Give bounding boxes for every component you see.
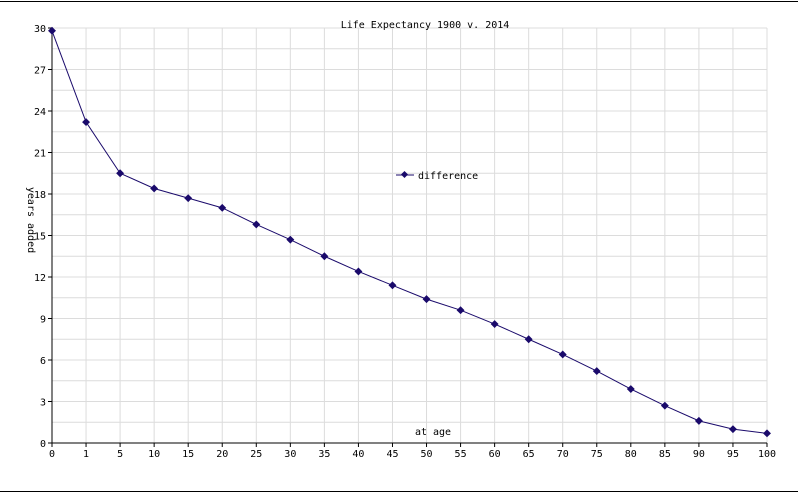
- x-tick-label: 45: [386, 449, 398, 460]
- legend: difference: [396, 170, 478, 182]
- axes: [48, 27, 768, 447]
- x-tick-label: 5: [117, 449, 123, 460]
- bottom-border: [0, 491, 798, 492]
- data-point: [660, 401, 669, 410]
- y-tick-label: 9: [40, 315, 46, 326]
- data-point: [116, 169, 125, 178]
- y-tick-label: 18: [34, 190, 46, 201]
- y-tick-label: 21: [34, 149, 46, 160]
- series-line: [51, 30, 768, 434]
- y-tick-label: 3: [40, 398, 46, 409]
- data-point: [320, 252, 329, 261]
- data-point: [524, 335, 533, 344]
- y-tick-label: 12: [34, 273, 46, 284]
- y-axis-label: years added: [25, 187, 36, 253]
- y-tick-label: 27: [34, 66, 46, 77]
- y-tick-label: 30: [34, 24, 46, 35]
- data-point: [763, 429, 771, 438]
- legend-label: difference: [418, 171, 478, 182]
- x-tick-label: 50: [421, 449, 433, 460]
- x-tick-label: 70: [557, 449, 569, 460]
- data-point: [218, 203, 227, 212]
- data-point: [286, 235, 295, 244]
- y-tick-label: 6: [40, 356, 46, 367]
- top-border: [0, 1, 798, 2]
- data-point: [184, 194, 193, 203]
- chart-title: Life Expectancy 1900 v. 2014: [341, 20, 510, 31]
- y-tick-label: 24: [34, 107, 46, 118]
- x-tick-label: 100: [758, 449, 776, 460]
- x-tick-label: 40: [352, 449, 364, 460]
- x-tick-label: 90: [693, 449, 705, 460]
- data-point: [592, 367, 601, 376]
- data-point: [82, 118, 91, 127]
- data-point: [694, 416, 703, 425]
- x-tick-label: 0: [49, 449, 55, 460]
- data-point: [558, 350, 567, 359]
- x-tick-label: 80: [625, 449, 637, 460]
- x-tick-label: 25: [250, 449, 262, 460]
- x-tick-label: 35: [318, 449, 330, 460]
- x-tick-label: 20: [216, 449, 228, 460]
- x-tick-label: 1: [83, 449, 89, 460]
- legend-marker: [400, 170, 409, 179]
- y-tick-label: 15: [34, 232, 46, 243]
- data-point: [388, 281, 397, 290]
- x-tick-label: 30: [284, 449, 296, 460]
- series-difference: [48, 26, 771, 438]
- x-tick-label: 85: [659, 449, 671, 460]
- data-point: [626, 385, 635, 394]
- data-point: [728, 425, 737, 434]
- x-axis-label: at age: [415, 427, 451, 438]
- data-point: [456, 306, 465, 315]
- x-tick-label: 65: [523, 449, 535, 460]
- data-point: [422, 295, 431, 304]
- data-point: [150, 184, 159, 193]
- x-tick-label: 95: [727, 449, 739, 460]
- x-tick-label: 55: [455, 449, 467, 460]
- x-tick-label: 60: [489, 449, 501, 460]
- data-point: [354, 267, 363, 276]
- x-tick-label: 10: [148, 449, 160, 460]
- data-point: [490, 320, 499, 328]
- data-point: [252, 220, 261, 229]
- grid: [52, 27, 768, 443]
- x-tick-label: 75: [591, 449, 603, 460]
- x-tick-label: 15: [182, 449, 194, 460]
- y-tick-label: 0: [40, 439, 46, 450]
